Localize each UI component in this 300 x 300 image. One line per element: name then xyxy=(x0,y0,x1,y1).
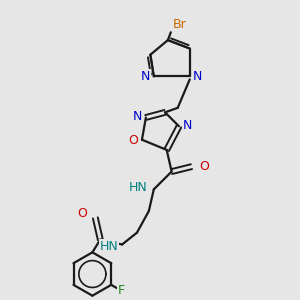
Text: N: N xyxy=(193,70,202,83)
Text: HN: HN xyxy=(99,240,118,253)
Text: HN: HN xyxy=(129,181,148,194)
Text: N: N xyxy=(133,110,142,123)
Text: N: N xyxy=(140,70,150,83)
Text: O: O xyxy=(128,134,138,147)
Text: Br: Br xyxy=(173,18,187,31)
Text: O: O xyxy=(200,160,209,173)
Text: N: N xyxy=(183,119,192,132)
Text: F: F xyxy=(118,284,125,297)
Text: O: O xyxy=(78,207,87,220)
